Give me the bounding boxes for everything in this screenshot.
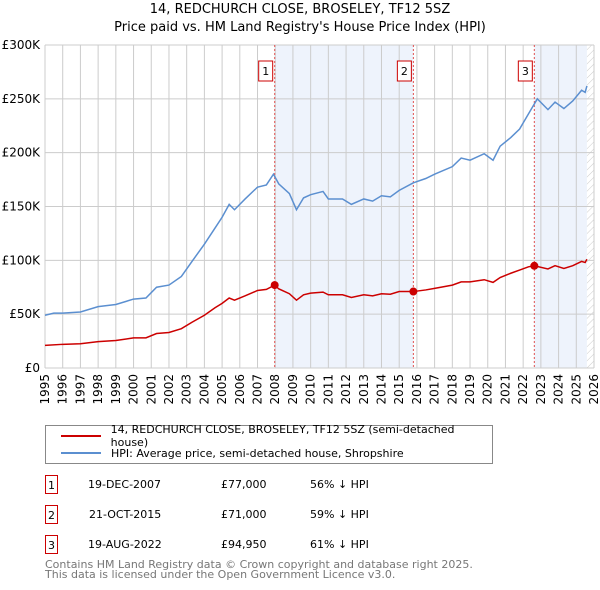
x-tick-label: 2003	[180, 374, 194, 405]
x-tick-label: 2007	[251, 374, 265, 405]
x-tick-label: 1997	[73, 374, 87, 405]
sale-marker: 1	[45, 475, 58, 494]
footer-line: This data is licensed under the Open Gov…	[45, 568, 396, 581]
x-tick-label: 2004	[197, 374, 211, 405]
sale-date: 21-OCT-2015	[89, 508, 162, 521]
x-tick-label: 2002	[162, 374, 176, 405]
chart-subtitle: Price paid vs. HM Land Registry's House …	[114, 20, 486, 35]
sale-marker: 2	[45, 505, 58, 524]
y-tick-label: £0	[25, 361, 40, 375]
sale-label-box	[258, 60, 274, 82]
sale-row: 1 19-DEC-2007 £77,000 56% ↓ HPI	[45, 475, 465, 495]
sale-date: 19-DEC-2007	[88, 478, 162, 491]
legend-item-property: 14, REDCHURCH CLOSE, BROSELEY, TF12 5SZ …	[61, 423, 492, 449]
x-tick-label: 2015	[392, 374, 406, 405]
x-tick-label: 2020	[481, 374, 495, 405]
x-tick-label: 2013	[357, 374, 371, 405]
x-tick-label: 2026	[587, 374, 600, 405]
y-tick-label: £250K	[2, 92, 42, 106]
sale-price: £71,000	[221, 508, 267, 521]
sale-label: 2	[401, 65, 408, 78]
x-tick-label: 2001	[144, 374, 158, 405]
x-tick-label: 2012	[339, 374, 353, 405]
x-tick-label: 2019	[463, 374, 477, 405]
x-tick-label: 2017	[428, 374, 442, 405]
price-chart: 1995 1996 1997 1998 1999 2000 2001 2002 2003 2004…	[2, 38, 600, 405]
x-tick-label: 2025	[569, 374, 583, 405]
x-tick-label: 1995	[38, 374, 52, 405]
x-tick-label: 2022	[516, 374, 530, 405]
x-tick-label: 2023	[534, 374, 548, 405]
sale-marker: 3	[45, 535, 58, 554]
x-tick-label: 2005	[215, 374, 229, 405]
hpi-line	[44, 85, 588, 316]
sale-price: £77,000	[221, 478, 267, 491]
x-tick-label: 2009	[286, 374, 300, 405]
sale-hpi: 59% ↓ HPI	[310, 508, 369, 521]
x-tick-label: 2016	[410, 374, 424, 405]
x-tick-label: 2021	[498, 374, 512, 405]
legend: 14, REDCHURCH CLOSE, BROSELEY, TF12 5SZ …	[45, 423, 493, 464]
sale-hpi: 56% ↓ HPI	[310, 478, 369, 491]
sale-point	[530, 261, 539, 270]
y-tick-label: £300K	[2, 38, 42, 52]
sale-date: 19-AUG-2022	[88, 538, 162, 551]
sale-hpi: 61% ↓ HPI	[310, 538, 369, 551]
property-line	[44, 258, 588, 347]
x-tick-label: 1998	[91, 374, 105, 405]
sale-label-box	[396, 60, 412, 82]
y-tick-label: £50K	[9, 307, 41, 321]
legend-label: 14, REDCHURCH CLOSE, BROSELEY, TF12 5SZ …	[110, 423, 455, 449]
y-tick-label: £150K	[2, 200, 42, 214]
x-tick-label: 1999	[109, 374, 123, 405]
sale-label: 1	[262, 65, 269, 78]
x-tick-label: 2010	[304, 374, 318, 405]
footer: Contains HM Land Registry data © Crown c…	[45, 558, 473, 581]
x-tick-label: 2006	[233, 374, 247, 405]
legend-item-hpi: HPI: Average price, semi-detached house,…	[61, 445, 404, 461]
x-tick-label: 2014	[374, 374, 388, 405]
x-tick-label: 2018	[445, 374, 459, 405]
sale-price: £94,950	[221, 538, 267, 551]
footer-line: Contains HM Land Registry data © Crown c…	[45, 558, 473, 571]
x-tick-label: 2011	[321, 374, 335, 405]
sale-label-box	[517, 60, 533, 82]
y-tick-label: £100K	[2, 253, 42, 267]
y-tick-label: £200K	[2, 146, 42, 160]
legend-label: HPI: Average price, semi-detached house,…	[111, 446, 404, 460]
x-tick-label: 2000	[127, 374, 141, 405]
sale-point	[270, 281, 279, 290]
sale-row: 3 19-AUG-2022 £94,950 61% ↓ HPI	[45, 535, 465, 555]
sale-row: 2 21-OCT-2015 £71,000 59% ↓ HPI	[45, 505, 465, 525]
chart-title: 14, REDCHURCH CLOSE, BROSELEY, TF12 5SZ	[149, 2, 451, 17]
legend-swatch	[61, 452, 101, 454]
legend-swatch	[61, 435, 101, 437]
x-tick-label: 2024	[552, 374, 566, 405]
x-tick-label: 1996	[56, 374, 70, 405]
sale-point	[409, 287, 418, 296]
x-tick-label: 2008	[268, 374, 282, 405]
sale-label: 3	[522, 65, 529, 78]
